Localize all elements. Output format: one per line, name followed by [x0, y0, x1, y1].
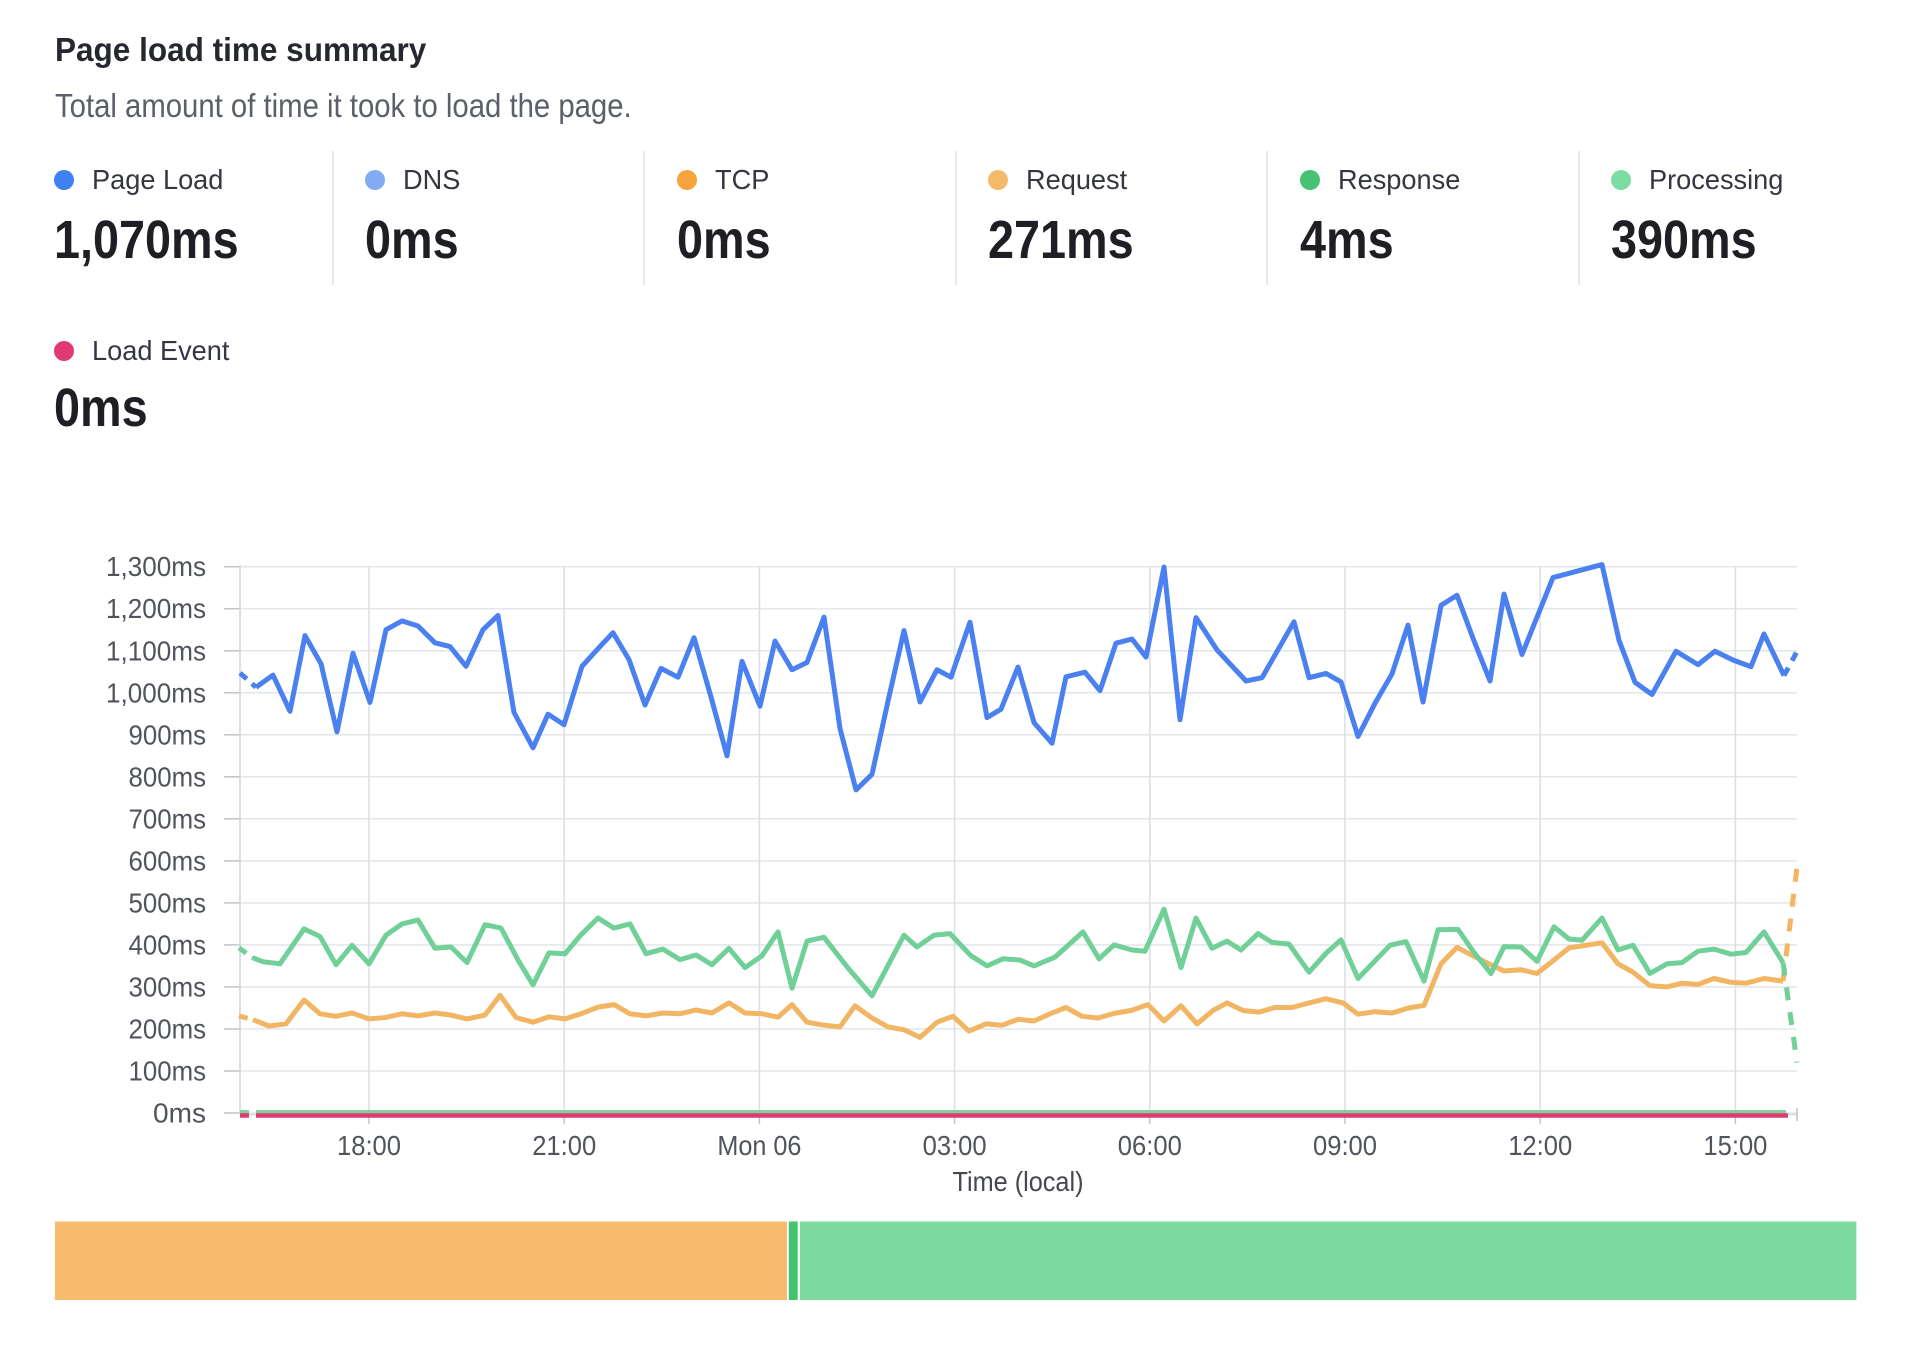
svg-text:03:00: 03:00 [923, 1130, 987, 1161]
svg-text:0ms: 0ms [153, 1098, 206, 1129]
svg-text:15:00: 15:00 [1703, 1130, 1767, 1161]
svg-text:600ms: 600ms [129, 845, 207, 876]
svg-text:800ms: 800ms [129, 761, 207, 792]
svg-text:Time (local): Time (local) [953, 1166, 1084, 1197]
svg-text:300ms: 300ms [129, 971, 207, 1002]
svg-text:1,100ms: 1,100ms [106, 635, 206, 666]
svg-text:100ms: 100ms [129, 1056, 207, 1087]
svg-text:500ms: 500ms [129, 887, 207, 918]
svg-text:200ms: 200ms [129, 1014, 207, 1045]
svg-text:21:00: 21:00 [532, 1130, 596, 1161]
svg-text:400ms: 400ms [129, 929, 207, 960]
svg-text:1,000ms: 1,000ms [106, 677, 206, 708]
svg-text:18:00: 18:00 [337, 1130, 401, 1161]
svg-text:700ms: 700ms [129, 803, 207, 834]
svg-text:1,200ms: 1,200ms [106, 593, 206, 624]
svg-text:900ms: 900ms [129, 719, 207, 750]
svg-text:Mon 06: Mon 06 [717, 1130, 801, 1161]
svg-text:1,300ms: 1,300ms [106, 551, 206, 582]
svg-text:12:00: 12:00 [1508, 1130, 1572, 1161]
svg-text:06:00: 06:00 [1118, 1130, 1182, 1161]
svg-text:09:00: 09:00 [1313, 1130, 1377, 1161]
